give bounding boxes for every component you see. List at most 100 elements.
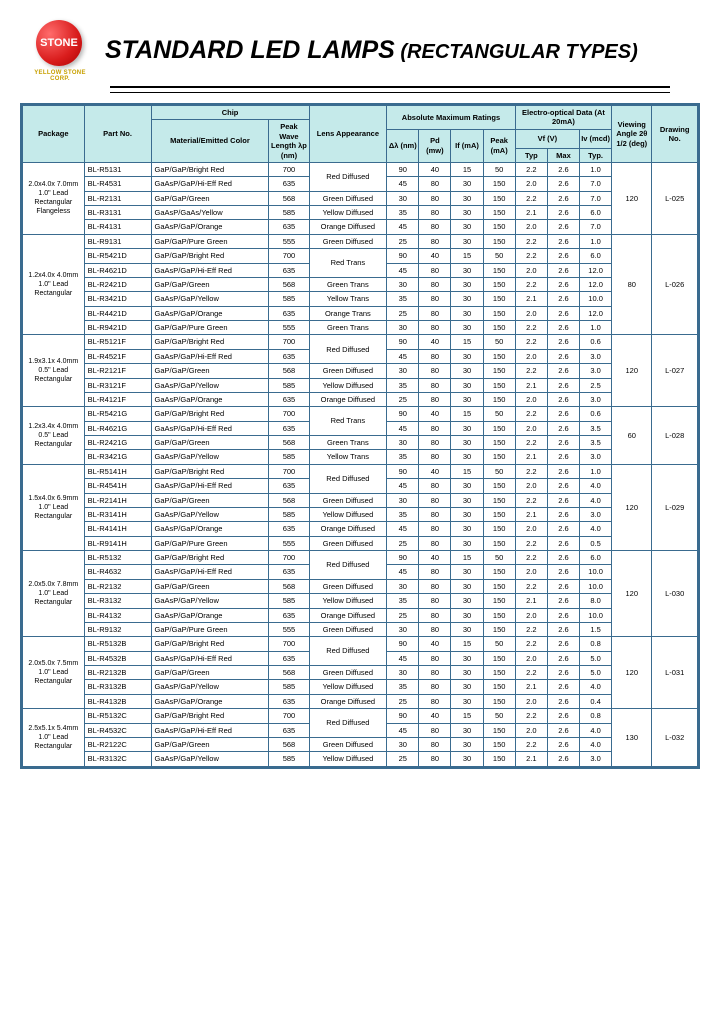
partno-cell: BL-R3132B [84,680,151,694]
data-cell: 2.6 [547,723,579,737]
data-cell: 35 [387,450,419,464]
lens-cell: Orange Diffused [309,608,387,622]
wave-cell: 700 [269,249,309,263]
material-cell: GaAsP/GaP/Hi-Eff Red [151,479,269,493]
company-logo: STONE YELLOW STONE CORP. [30,20,90,80]
wave-cell: 635 [269,177,309,191]
data-cell: 80 [419,723,451,737]
data-cell: 150 [483,436,515,450]
data-cell: 2.6 [547,277,579,291]
data-cell: 5.0 [580,666,612,680]
data-cell: 25 [387,234,419,248]
material-cell: GaP/GaP/Bright Red [151,162,269,176]
data-cell: 30 [451,723,483,737]
partno-cell: BL-R4132 [84,608,151,622]
data-cell: 2.2 [515,335,547,349]
table-row: BL-R2121FGaP/GaP/Green568Green Diffused3… [23,364,698,378]
data-cell: 50 [483,637,515,651]
data-cell: 2.6 [547,234,579,248]
data-cell: 80 [419,680,451,694]
partno-cell: BL-R3132 [84,594,151,608]
partno-cell: BL-R2421G [84,436,151,450]
data-cell: 35 [387,378,419,392]
data-cell: 2.6 [547,594,579,608]
lens-cell: Green Trans [309,436,387,450]
data-cell: 30 [387,493,419,507]
data-cell: 2.6 [547,752,579,766]
wave-cell: 568 [269,493,309,507]
wave-cell: 635 [269,306,309,320]
data-cell: 2.2 [515,536,547,550]
data-cell: 2.6 [547,622,579,636]
table-row: 2.0x4.0x 7.0mm 1.0" Lead Rectangular Fla… [23,162,698,176]
lens-cell: Orange Trans [309,306,387,320]
table-row: 1.2x4.0x 4.0mm 1.0" Lead RectangularBL-R… [23,234,698,248]
data-cell: 30 [451,450,483,464]
data-cell: 40 [419,407,451,421]
lens-cell: Green Diffused [309,191,387,205]
data-cell: 12.0 [580,277,612,291]
data-cell: 150 [483,292,515,306]
data-cell: 40 [419,162,451,176]
viewing-angle-cell: 120 [612,162,652,234]
wave-cell: 568 [269,191,309,205]
package-cell: 2.5x5.1x 5.4mm 1.0" Lead Rectangular [23,709,85,767]
table-row: 1.5x4.0x 6.9mm 1.0" Lead RectangularBL-R… [23,464,698,478]
data-cell: 45 [387,220,419,234]
lens-cell: Red Diffused [309,551,387,580]
material-cell: GaP/GaP/Bright Red [151,249,269,263]
table-row: BL-R4132GaAsP/GaP/Orange635Orange Diffus… [23,608,698,622]
material-cell: GaP/GaP/Green [151,436,269,450]
viewing-angle-cell: 130 [612,709,652,767]
data-cell: 2.2 [515,249,547,263]
data-cell: 2.2 [515,234,547,248]
data-cell: 3.0 [580,507,612,521]
partno-cell: BL-R5141H [84,464,151,478]
data-cell: 150 [483,694,515,708]
data-cell: 2.6 [547,162,579,176]
data-cell: 2.6 [547,608,579,622]
data-cell: 2.2 [515,737,547,751]
wave-cell: 585 [269,507,309,521]
data-cell: 2.1 [515,292,547,306]
data-cell: 2.6 [547,306,579,320]
data-cell: 150 [483,666,515,680]
material-cell: GaAsP/GaAs/Yellow [151,206,269,220]
data-cell: 35 [387,292,419,306]
hdr-pd: Pd (mw) [419,129,451,162]
hdr-wave: Peak Wave Length λp (nm) [269,120,309,163]
data-cell: 30 [451,522,483,536]
data-cell: 4.0 [580,493,612,507]
table-row: BL-R4132BGaAsP/GaP/Orange635Orange Diffu… [23,694,698,708]
lens-cell: Yellow Diffused [309,594,387,608]
data-cell: 2.6 [547,191,579,205]
data-cell: 2.6 [547,565,579,579]
data-table-wrap: Package Part No. Chip Lens Appearance Ab… [20,103,700,769]
data-cell: 2.6 [547,177,579,191]
table-row: BL-R9141HGaP/GaP/Pure Green555Green Diff… [23,536,698,550]
data-cell: 2.0 [515,694,547,708]
data-cell: 7.0 [580,220,612,234]
data-cell: 90 [387,637,419,651]
partno-cell: BL-R5132C [84,709,151,723]
data-cell: 80 [419,737,451,751]
data-cell: 2.2 [515,407,547,421]
data-cell: 15 [451,464,483,478]
data-cell: 45 [387,723,419,737]
lens-cell: Orange Diffused [309,392,387,406]
data-cell: 80 [419,565,451,579]
data-cell: 30 [451,507,483,521]
table-body: 2.0x4.0x 7.0mm 1.0" Lead Rectangular Fla… [23,162,698,766]
data-cell: 35 [387,680,419,694]
data-cell: 80 [419,306,451,320]
data-cell: 30 [387,191,419,205]
data-cell: 80 [419,421,451,435]
data-cell: 2.2 [515,637,547,651]
hdr-max: Max [547,148,579,162]
package-cell: 2.0x5.0x 7.8mm 1.0" Lead Rectangular [23,551,85,637]
data-cell: 30 [451,292,483,306]
partno-cell: BL-R3141H [84,507,151,521]
data-cell: 2.6 [547,249,579,263]
data-cell: 150 [483,493,515,507]
data-cell: 2.2 [515,579,547,593]
